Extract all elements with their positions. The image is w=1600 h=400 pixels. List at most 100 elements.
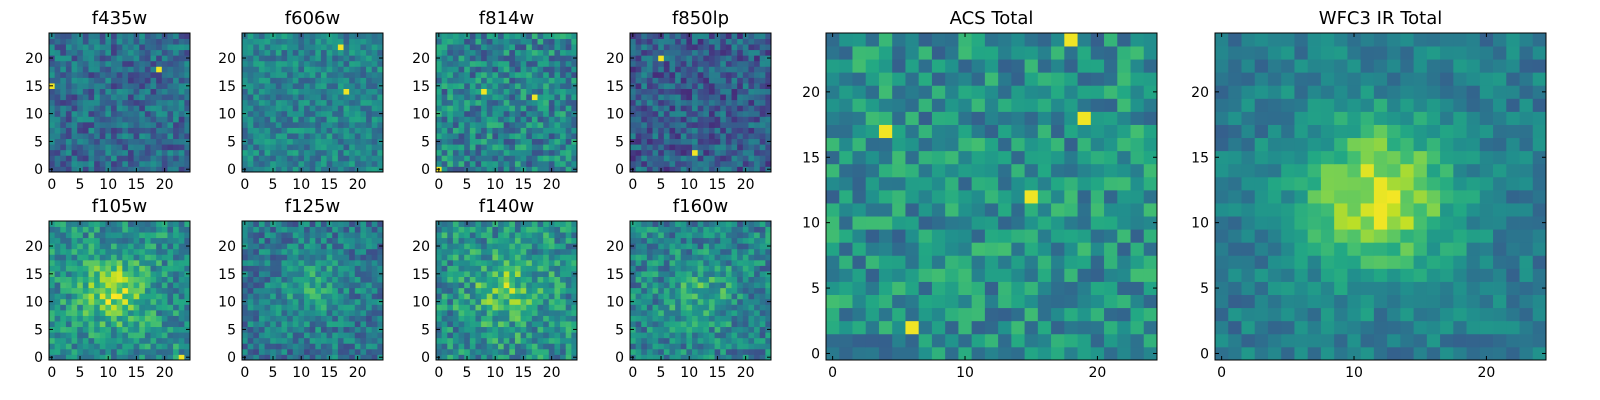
heatmap-cell bbox=[441, 232, 448, 239]
heatmap-cell bbox=[82, 226, 89, 233]
heatmap-cell bbox=[630, 160, 637, 167]
heatmap-cell bbox=[173, 88, 180, 95]
heatmap-cell bbox=[697, 83, 704, 89]
heatmap-cell bbox=[377, 232, 384, 239]
heatmap-cell bbox=[326, 44, 333, 51]
heatmap-cell bbox=[287, 304, 294, 311]
heatmap-cell bbox=[708, 121, 715, 128]
heatmap-cell bbox=[503, 44, 510, 51]
heatmap-cell bbox=[754, 343, 761, 350]
heatmap-cell bbox=[748, 298, 755, 305]
heatmap-cell bbox=[292, 71, 299, 78]
heatmap-cell bbox=[337, 77, 344, 84]
heatmap-cell bbox=[560, 254, 567, 261]
heatmap-cell bbox=[65, 88, 72, 95]
heatmap-cell bbox=[71, 248, 78, 255]
heatmap-cell bbox=[481, 315, 488, 322]
heatmap-cell bbox=[703, 60, 710, 67]
heatmap-cell bbox=[503, 127, 510, 134]
heatmap-cell bbox=[349, 38, 356, 45]
heatmap-cell bbox=[65, 71, 72, 78]
heatmap-cell bbox=[287, 83, 294, 89]
heatmap-cell bbox=[326, 293, 333, 300]
heatmap-cell bbox=[531, 282, 538, 289]
heatmap-cell bbox=[481, 160, 488, 167]
heatmap-cell bbox=[304, 110, 311, 117]
heatmap-cell bbox=[441, 271, 448, 277]
heatmap-cell bbox=[543, 71, 550, 78]
heatmap-cell bbox=[54, 94, 61, 101]
heatmap-cell bbox=[150, 287, 157, 294]
heatmap-cell bbox=[680, 293, 687, 300]
heatmap-cell bbox=[759, 38, 766, 45]
heatmap-cell bbox=[498, 33, 505, 39]
heatmap-cell bbox=[298, 55, 305, 62]
heatmap-cell bbox=[663, 298, 670, 305]
heatmap-cell bbox=[675, 326, 682, 333]
heatmap-cell bbox=[675, 121, 682, 128]
heatmap-cell bbox=[703, 94, 710, 101]
heatmap-cell bbox=[571, 144, 578, 151]
heatmap-cell bbox=[630, 332, 637, 339]
heatmap-cell bbox=[139, 83, 146, 89]
heatmap-cell bbox=[765, 116, 772, 123]
heatmap-cell bbox=[646, 94, 653, 101]
heatmap-cell bbox=[65, 155, 72, 162]
heatmap-cell bbox=[748, 166, 755, 173]
heatmap-cell bbox=[127, 243, 134, 250]
heatmap-cell bbox=[144, 44, 151, 51]
heatmap-cell bbox=[99, 60, 106, 67]
heatmap-cell bbox=[548, 149, 555, 156]
heatmap-cell bbox=[337, 226, 344, 233]
heatmap-cell bbox=[77, 259, 84, 266]
heatmap-cell bbox=[692, 99, 699, 106]
heatmap-cell bbox=[360, 259, 367, 266]
heatmap-cell bbox=[298, 254, 305, 261]
heatmap-cell bbox=[258, 38, 265, 45]
heatmap-cell bbox=[82, 110, 89, 117]
heatmap-cell bbox=[548, 94, 555, 101]
heatmap-cell bbox=[105, 343, 112, 350]
heatmap-cell bbox=[360, 121, 367, 128]
heatmap-cell bbox=[264, 304, 271, 311]
heatmap-cell bbox=[320, 304, 327, 311]
heatmap-cell bbox=[133, 149, 140, 156]
heatmap-cell bbox=[65, 83, 72, 89]
heatmap-cell bbox=[287, 105, 294, 112]
heatmap-cell bbox=[94, 282, 101, 289]
heatmap-cell bbox=[178, 99, 185, 106]
heatmap-cell bbox=[253, 55, 260, 62]
heatmap-cell bbox=[565, 321, 572, 328]
heatmap-cell bbox=[720, 127, 727, 134]
heatmap-cell bbox=[247, 265, 254, 272]
heatmap-cell bbox=[281, 248, 288, 255]
heatmap-cell bbox=[122, 259, 129, 266]
heatmap-cell bbox=[320, 49, 327, 56]
heatmap-cell bbox=[543, 293, 550, 300]
heatmap-cell bbox=[304, 265, 311, 272]
heatmap-cell bbox=[247, 149, 254, 156]
heatmap-cell bbox=[184, 343, 191, 350]
heatmap-cell bbox=[320, 298, 327, 305]
heatmap-cell bbox=[447, 271, 454, 277]
heatmap-cell bbox=[714, 282, 721, 289]
heatmap-cell bbox=[441, 337, 448, 344]
heatmap-cell bbox=[332, 94, 339, 101]
heatmap-cell bbox=[116, 88, 123, 95]
heatmap-cell bbox=[725, 71, 732, 78]
heatmap-cell bbox=[646, 121, 653, 128]
heatmap-cell bbox=[498, 160, 505, 167]
heatmap-cell bbox=[304, 309, 311, 316]
heatmap-cell bbox=[167, 248, 174, 255]
heatmap-cell bbox=[156, 105, 163, 112]
heatmap-cell bbox=[543, 66, 550, 73]
heatmap-cell bbox=[354, 271, 361, 277]
heatmap-cell bbox=[531, 138, 538, 145]
heatmap-cell bbox=[77, 60, 84, 67]
heatmap-cell bbox=[315, 105, 322, 112]
heatmap-cell bbox=[270, 83, 277, 89]
heatmap-cell bbox=[765, 44, 772, 51]
heatmap-cell bbox=[520, 265, 527, 272]
heatmap-cell bbox=[703, 66, 710, 73]
